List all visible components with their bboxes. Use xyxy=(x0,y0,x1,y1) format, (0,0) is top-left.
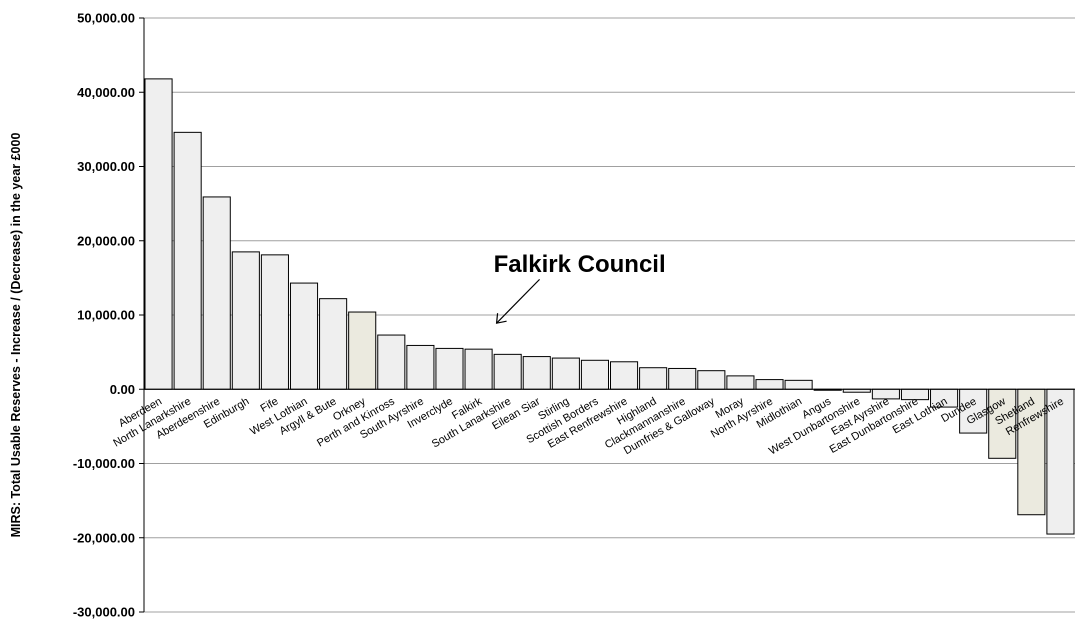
bar-perth-and-kinross xyxy=(377,334,406,390)
y-tick-label: 10,000.00 xyxy=(77,308,135,323)
y-tick-label: 20,000.00 xyxy=(77,233,135,248)
bar-scottish-borders xyxy=(580,359,609,390)
annotation-arrow-head xyxy=(495,313,507,324)
bar-aberdeenshire xyxy=(202,196,231,390)
bar-orkney xyxy=(348,311,377,390)
bar-highland xyxy=(639,367,668,390)
y-tick-label: 50,000.00 xyxy=(77,11,135,26)
bar-north-lanarkshire xyxy=(173,131,202,390)
bar-stirling xyxy=(551,357,580,390)
y-tick-label: 30,000.00 xyxy=(77,159,135,174)
bar-edinburgh xyxy=(231,251,260,390)
y-axis-label: MIRS: Total Usable Reserves - Increase /… xyxy=(9,133,23,538)
y-tick-label: -30,000.00 xyxy=(73,605,135,620)
bar-clackmannanshire xyxy=(668,367,697,390)
bar-inverclyde xyxy=(435,347,464,390)
bar-fife xyxy=(260,254,289,390)
bar-shetland xyxy=(1017,388,1046,516)
bar-moray xyxy=(726,375,755,390)
bar-dumfries-galloway xyxy=(697,370,726,390)
bar-south-ayrshire xyxy=(406,344,435,390)
bar-midlothian xyxy=(784,379,813,390)
bar-eilean-siar xyxy=(522,356,551,390)
bar-renfrewshire xyxy=(1046,388,1075,535)
bars xyxy=(144,78,1075,535)
y-tick-label: -20,000.00 xyxy=(73,530,135,545)
annotation-label: Falkirk Council xyxy=(494,251,666,278)
y-tick-label: -10,000.00 xyxy=(73,456,135,471)
bar-glasgow xyxy=(988,388,1017,459)
bar-dundee xyxy=(959,388,988,434)
bar-west-lothian xyxy=(289,282,319,390)
y-tick-label: 0.00 xyxy=(110,382,135,397)
bar-falkirk xyxy=(464,348,493,390)
falkirk-annotation: Falkirk Council xyxy=(494,251,666,324)
bar-aberdeen xyxy=(144,78,173,390)
bar-east-renfrewshire xyxy=(610,361,639,390)
bar-south-lanarkshire xyxy=(493,353,522,390)
y-tick-label: 40,000.00 xyxy=(77,85,135,100)
bar-north-ayrshire xyxy=(755,379,784,390)
annotation-arrow-line xyxy=(496,278,541,324)
y-axis: 50,000.00 40,000.00 30,000.00 20,000.00 10,0… xyxy=(73,11,145,620)
bar-argyll-bute xyxy=(319,298,348,390)
